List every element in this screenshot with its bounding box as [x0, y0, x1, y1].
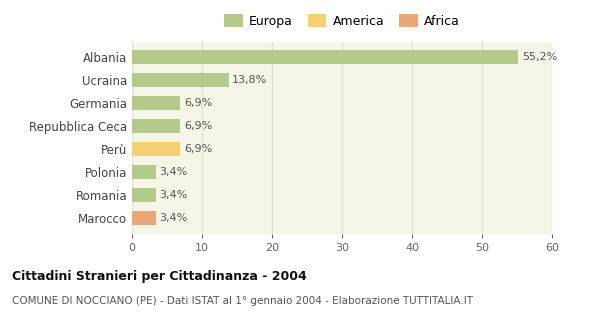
Text: 6,9%: 6,9%: [184, 98, 212, 108]
Bar: [132, 96, 181, 110]
Text: COMUNE DI NOCCIANO (PE) - Dati ISTAT al 1° gennaio 2004 - Elaborazione TUTTITALI: COMUNE DI NOCCIANO (PE) - Dati ISTAT al …: [12, 296, 473, 306]
Text: 3,4%: 3,4%: [160, 190, 188, 200]
Text: 55,2%: 55,2%: [522, 52, 557, 62]
Legend: Europa, America, Africa: Europa, America, Africa: [220, 10, 464, 31]
Bar: [132, 50, 518, 64]
Bar: [132, 165, 156, 179]
Text: Cittadini Stranieri per Cittadinanza - 2004: Cittadini Stranieri per Cittadinanza - 2…: [12, 270, 307, 284]
Bar: [132, 119, 181, 133]
Text: 3,4%: 3,4%: [160, 167, 188, 177]
Text: 3,4%: 3,4%: [160, 213, 188, 223]
Bar: [132, 73, 229, 87]
Bar: [132, 142, 181, 156]
Bar: [132, 188, 156, 202]
Text: 6,9%: 6,9%: [184, 144, 212, 154]
Text: 13,8%: 13,8%: [232, 75, 268, 85]
Bar: [132, 211, 156, 225]
Text: 6,9%: 6,9%: [184, 121, 212, 131]
